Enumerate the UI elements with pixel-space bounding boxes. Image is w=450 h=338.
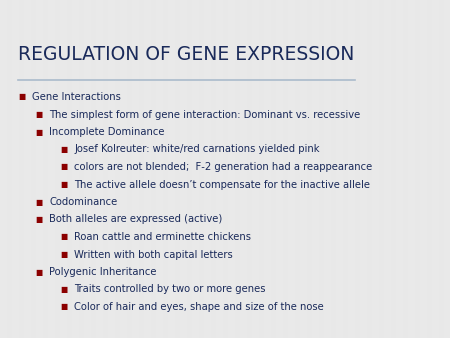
Bar [432, 0, 438, 338]
Bar [384, 0, 390, 338]
Text: Polygenic Inheritance: Polygenic Inheritance [49, 267, 157, 277]
Text: Traits controlled by two or more genes: Traits controlled by two or more genes [74, 285, 265, 294]
Text: Josef Kolreuter: white/red carnations yielded pink: Josef Kolreuter: white/red carnations yi… [74, 145, 319, 154]
Text: ■: ■ [60, 303, 67, 312]
Bar [324, 0, 330, 338]
Bar [84, 0, 90, 338]
Text: ■: ■ [60, 250, 67, 259]
Bar [336, 0, 342, 338]
Text: ■: ■ [35, 127, 42, 137]
Bar [96, 0, 102, 338]
Bar [360, 0, 366, 338]
Text: REGULATION OF GENE EXPRESSION: REGULATION OF GENE EXPRESSION [18, 46, 355, 65]
Text: Color of hair and eyes, shape and size of the nose: Color of hair and eyes, shape and size o… [74, 302, 324, 312]
Bar [288, 0, 294, 338]
Text: ■: ■ [18, 93, 25, 101]
Bar [0, 0, 6, 338]
Bar [168, 0, 174, 338]
Text: colors are not blended;  F-2 generation had a reappearance: colors are not blended; F-2 generation h… [74, 162, 372, 172]
Bar [216, 0, 222, 338]
Bar [252, 0, 258, 338]
Bar [60, 0, 66, 338]
Bar [300, 0, 306, 338]
Bar [420, 0, 426, 338]
Text: Incomplete Dominance: Incomplete Dominance [49, 127, 165, 137]
Bar [408, 0, 414, 338]
Bar [348, 0, 354, 338]
Text: ■: ■ [35, 197, 42, 207]
Text: ■: ■ [60, 180, 67, 189]
Bar [144, 0, 150, 338]
Text: ■: ■ [60, 233, 67, 241]
Bar [312, 0, 318, 338]
Bar [192, 0, 198, 338]
Text: Written with both capital letters: Written with both capital letters [74, 249, 233, 260]
Bar [132, 0, 138, 338]
Bar [48, 0, 54, 338]
Bar [396, 0, 402, 338]
Text: Gene Interactions: Gene Interactions [32, 92, 121, 102]
Bar [72, 0, 78, 338]
Text: The active allele doesn’t compensate for the inactive allele: The active allele doesn’t compensate for… [74, 179, 370, 190]
Text: Codominance: Codominance [49, 197, 117, 207]
Text: The simplest form of gene interaction: Dominant vs. recessive: The simplest form of gene interaction: D… [49, 110, 360, 120]
Bar [24, 0, 30, 338]
Bar [36, 0, 42, 338]
Text: ■: ■ [35, 110, 42, 119]
Text: Both alleles are expressed (active): Both alleles are expressed (active) [49, 215, 222, 224]
Text: ■: ■ [35, 215, 42, 224]
Bar [156, 0, 162, 338]
Bar [180, 0, 186, 338]
Bar [204, 0, 210, 338]
Text: ■: ■ [35, 267, 42, 276]
Text: ■: ■ [60, 145, 67, 154]
Bar [444, 0, 450, 338]
Text: ■: ■ [60, 163, 67, 171]
Bar [12, 0, 18, 338]
Bar [372, 0, 378, 338]
Text: ■: ■ [60, 285, 67, 294]
Bar [228, 0, 234, 338]
Bar [240, 0, 246, 338]
Text: Roan cattle and erminette chickens: Roan cattle and erminette chickens [74, 232, 251, 242]
Bar [120, 0, 126, 338]
Bar [108, 0, 114, 338]
Bar [264, 0, 270, 338]
Bar [276, 0, 282, 338]
